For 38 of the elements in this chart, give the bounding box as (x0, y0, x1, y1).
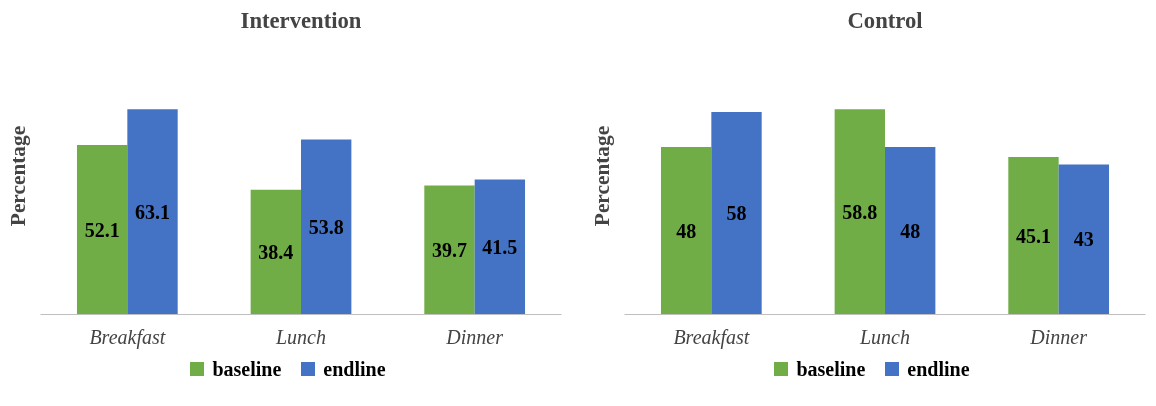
bar (127, 109, 178, 315)
chart-title: Intervention (240, 7, 362, 33)
data-label: 45.1 (1015, 224, 1051, 247)
bar (76, 145, 128, 315)
bar (1058, 164, 1110, 315)
data-label: 58 (726, 202, 747, 225)
bar (711, 112, 762, 315)
x-tick-label: Breakfast (89, 325, 166, 349)
data-label: 43 (1073, 228, 1094, 251)
bar (1008, 157, 1059, 315)
legend-label: baseline (212, 357, 282, 382)
x-tick-label: Lunch (859, 325, 910, 348)
data-label: 53.8 (308, 216, 344, 239)
data-label: 48 (900, 219, 921, 242)
bar (885, 147, 936, 315)
x-tick-label: Dinner (445, 325, 504, 348)
y-axis-title: Percentage (589, 125, 614, 227)
bar (424, 185, 475, 315)
legend-label: endline (323, 357, 386, 382)
data-label: 58.8 (842, 200, 878, 223)
data-label: 48 (676, 219, 697, 242)
data-label: 38.4 (258, 241, 294, 264)
legend-label: baseline (796, 357, 866, 382)
y-axis-title: Percentage (5, 125, 30, 227)
data-label: 52.1 (84, 218, 120, 241)
bar (474, 179, 526, 315)
legend-label: endline (907, 357, 970, 382)
bar (250, 189, 301, 315)
x-tick-label: Lunch (275, 325, 326, 348)
data-label: 41.5 (482, 236, 518, 259)
x-tick-label: Dinner (1029, 325, 1088, 348)
bar (301, 139, 352, 315)
bar (834, 109, 885, 315)
chart-title: Control (847, 7, 923, 33)
x-tick-label: Breakfast (673, 325, 750, 349)
data-label: 39.7 (431, 238, 467, 261)
data-label: 63.1 (135, 200, 171, 223)
bar (660, 147, 712, 315)
